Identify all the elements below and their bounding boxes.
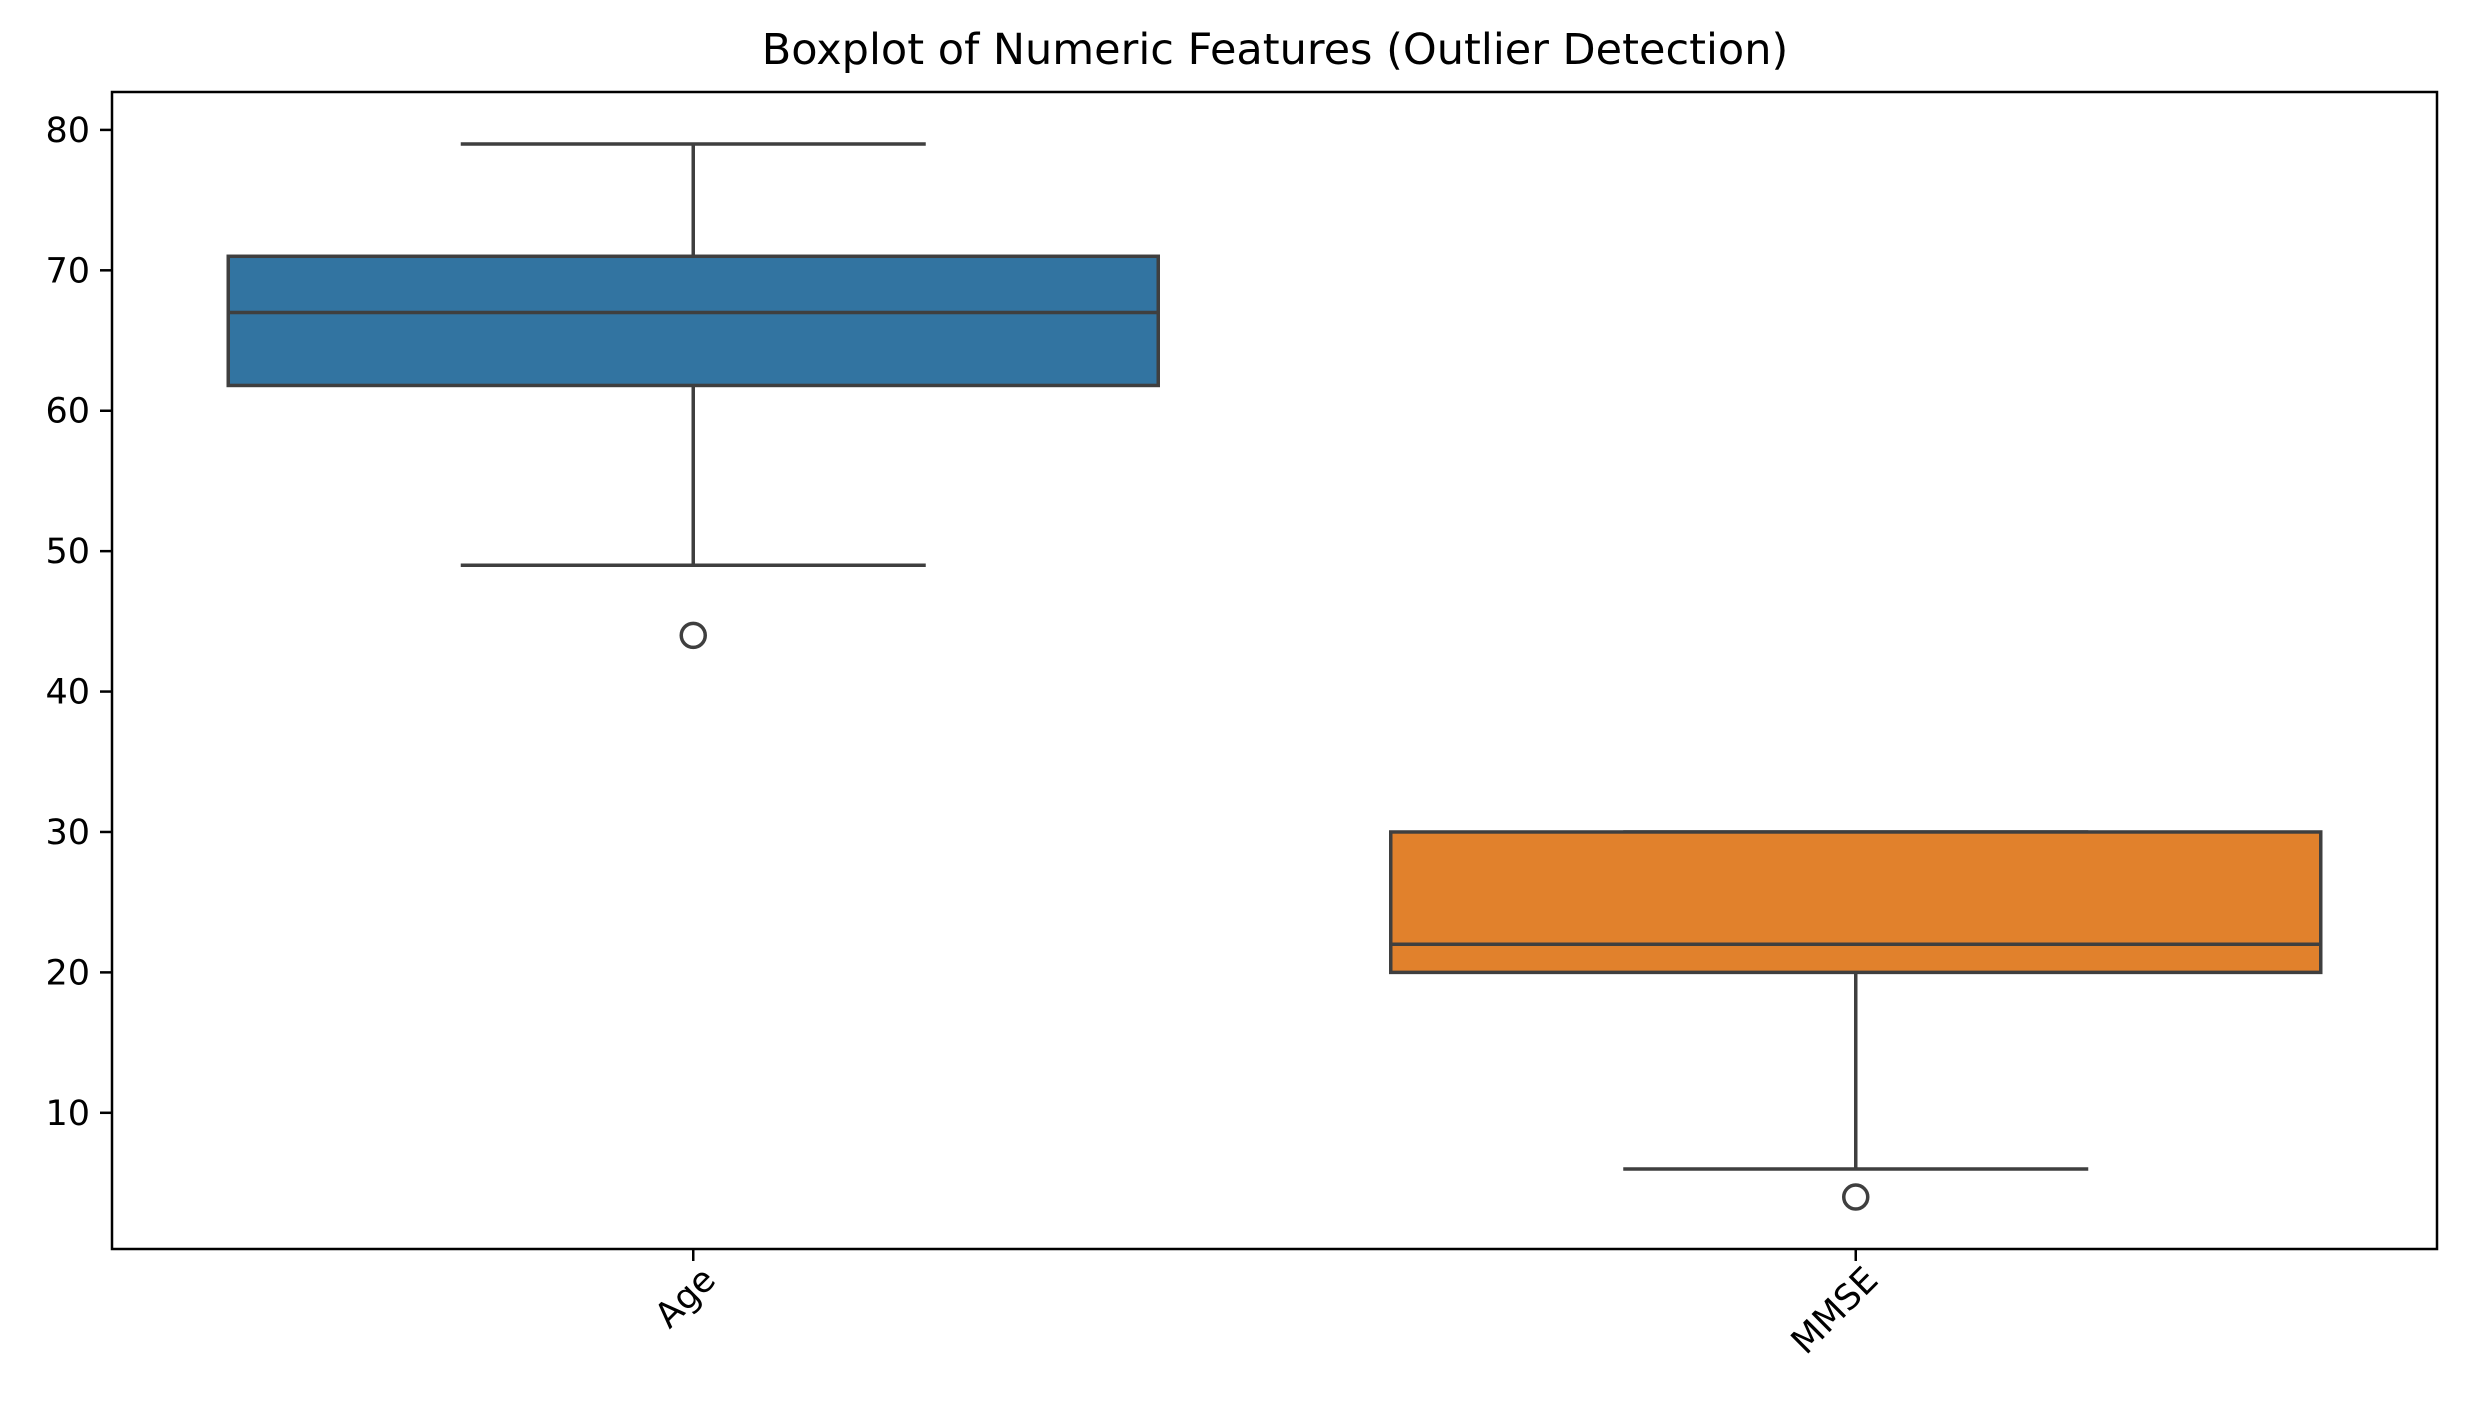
- y-tick-label: 20: [45, 953, 90, 993]
- age-outlier-point: [679, 621, 707, 650]
- y-tick-label: 40: [45, 673, 90, 713]
- y-tick-label: 50: [45, 532, 90, 572]
- x-tick-label-age: Age: [648, 1260, 724, 1336]
- mmse-box: [1389, 830, 2323, 975]
- y-tick-label: 10: [45, 1094, 90, 1134]
- age-box: [226, 254, 1160, 388]
- plot-frame: [110, 90, 2439, 1251]
- y-tick-label: 70: [45, 251, 90, 291]
- y-tick-label: 30: [45, 813, 90, 853]
- x-tick-label-mmse: MMSE: [1784, 1260, 1886, 1362]
- y-tick-label: 80: [45, 111, 90, 151]
- plot-area: 10 20 30 40 50 60 70 80 Age MMSE: [45, 90, 2439, 1362]
- mmse-outlier-point: [1842, 1183, 1870, 1211]
- y-tick-label: 60: [45, 392, 90, 432]
- chart-title: Boxplot of Numeric Features (Outlier Det…: [762, 25, 1788, 75]
